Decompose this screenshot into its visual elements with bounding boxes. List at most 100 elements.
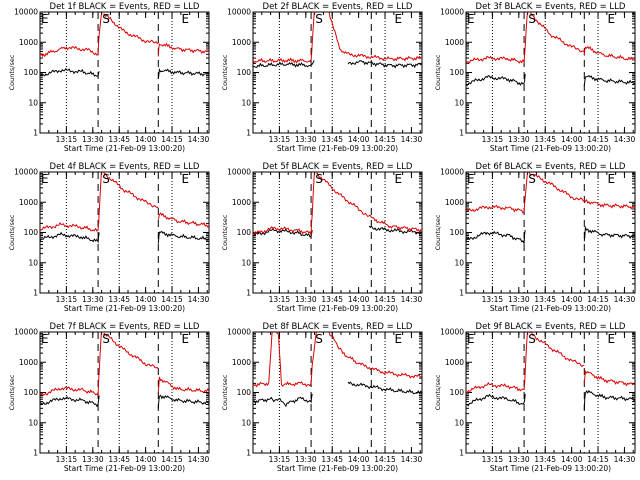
x-tick-label: 14:15 [161,135,183,144]
y-tick-label: 10 [241,418,251,427]
lld-series-line [157,212,209,229]
y-tick-label: 1000 [445,198,464,207]
attenuator-state-marker: E [467,12,475,26]
x-tick-label: 14:00 [561,295,583,304]
y-tick-label: 1 [246,449,251,458]
events-series-line [347,60,422,69]
x-tick-label: 13:30 [295,135,317,144]
attenuator-state-marker: E [41,332,49,346]
x-tick-label: 13:15 [269,455,291,464]
y-tick-label: 10000 [440,8,464,17]
panel-title: Det 1f BLACK = Events, RED = LLD [50,2,200,12]
events-series-line [157,68,209,79]
plot-frame [39,331,210,454]
y-tick-label: 100 [450,228,465,237]
lld-series-line [253,173,315,236]
events-series-line [40,395,100,408]
events-series-line [157,230,209,244]
series-group [40,332,209,409]
attenuator-state-marker: E [394,12,402,26]
x-tick-label: 13:45 [321,135,343,144]
plot-frame [252,11,423,134]
plot-frame [465,331,636,454]
x-tick-label: 14:00 [561,135,583,144]
x-tick-label: 13:30 [295,295,317,304]
x-axis-label: Start Time (21-Feb-09 13:00:20) [64,144,185,153]
x-axis-label: Start Time (21-Feb-09 13:00:20) [277,464,398,473]
y-tick-label: 10000 [227,328,251,337]
series-group [466,332,635,410]
y-axis-label: Counts/sec [221,374,229,410]
lld-series-line [103,332,159,370]
x-axis-label: Start Time (21-Feb-09 13:00:20) [64,464,185,473]
y-tick-label: 100 [450,388,465,397]
panel-title: Det 7f BLACK = Events, RED = LLD [50,322,200,332]
x-axis-label: Start Time (21-Feb-09 13:00:20) [64,304,185,313]
y-tick-label: 10 [241,98,251,107]
x-tick-label: 14:30 [614,455,636,464]
lld-series-line [528,172,585,202]
panel-title: Det 9f BLACK = Events, RED = LLD [476,322,626,332]
detector-panel: Det 4f BLACK = Events, RED = LLD 1 10 100 10… [8,162,210,313]
x-tick-label: 13:15 [269,135,291,144]
y-axis-label: Counts/sec [221,54,229,90]
attenuator-state-marker: S [528,332,536,346]
y-tick-label: 100 [24,68,39,77]
x-tick-label: 13:15 [56,295,78,304]
x-tick-label: 14:00 [135,135,157,144]
x-tick-label: 13:45 [108,295,130,304]
y-tick-label: 10 [28,418,38,427]
y-tick-label: 10000 [440,168,464,177]
x-tick-label: 13:15 [56,455,78,464]
y-tick-label: 1 [459,289,464,298]
detector-panel: Det 9f BLACK = Events, RED = LLD 1 10 100 10… [434,322,636,473]
x-tick-label: 13:30 [508,135,530,144]
panel-title: Det 5f BLACK = Events, RED = LLD [263,162,413,172]
x-tick-label: 13:45 [321,455,343,464]
y-axis-label: Counts/sec [434,54,442,90]
lld-series-line [466,333,528,394]
panel-title: Det 4f BLACK = Events, RED = LLD [50,162,200,172]
x-tick-label: 14:15 [587,135,609,144]
events-series-line [583,389,635,410]
x-tick-label: 14:00 [348,135,370,144]
x-tick-label: 13:45 [108,455,130,464]
lld-series-line [583,45,635,61]
y-axis-label: Counts/sec [8,214,16,250]
events-series-line [466,393,526,407]
y-tick-label: 10 [454,418,464,427]
detector-panel: Det 1f BLACK = Events, RED = LLD 1 10 100 10… [8,2,210,153]
attenuator-state-marker: E [394,332,402,346]
x-tick-label: 14:30 [401,295,423,304]
attenuator-state-marker: E [181,172,189,186]
series-group [40,13,209,79]
x-tick-label: 14:00 [348,455,370,464]
series-group [253,12,422,69]
events-series-line [347,381,422,395]
y-tick-label: 1 [33,289,38,298]
x-tick-label: 13:15 [269,295,291,304]
x-tick-label: 14:00 [561,455,583,464]
y-tick-label: 1000 [232,38,251,47]
lld-series-line [103,172,159,209]
y-tick-label: 10 [28,258,38,267]
lld-series-line [253,12,315,64]
attenuator-state-marker: S [102,172,110,186]
x-tick-label: 14:15 [374,135,396,144]
lld-series-line [466,173,528,214]
lld-series-line [529,332,585,368]
y-tick-label: 10000 [14,8,38,17]
attenuator-state-marker: E [607,172,615,186]
series-group [466,12,635,87]
lld-series-line [103,13,159,45]
x-tick-label: 13:15 [56,135,78,144]
lld-series-line [583,370,635,387]
y-tick-label: 1000 [232,198,251,207]
series-group [253,172,422,238]
y-tick-label: 10000 [440,328,464,337]
attenuator-state-marker: S [315,332,323,346]
y-tick-label: 1000 [445,358,464,367]
lld-series-line [157,42,209,57]
events-series-line [583,225,635,242]
